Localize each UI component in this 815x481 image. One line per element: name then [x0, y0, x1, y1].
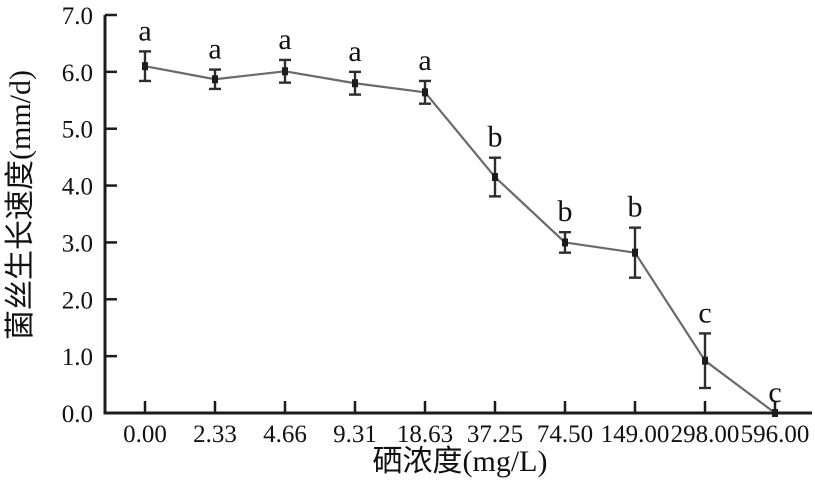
x-tick-label: 298.00: [671, 421, 740, 448]
significance-letter-label: c: [698, 296, 711, 329]
data-point-marker: [282, 67, 288, 76]
significance-letter-label: b: [488, 121, 503, 154]
x-tick-label: 9.31: [333, 421, 377, 448]
x-tick-label: 596.00: [741, 421, 810, 448]
data-point-marker: [142, 62, 148, 71]
x-tick-label: 0.00: [123, 421, 167, 448]
data-point-marker: [702, 356, 708, 365]
y-tick-label: 5.0: [62, 117, 93, 144]
y-tick-label: 1.0: [62, 344, 93, 371]
x-tick-label: 4.66: [263, 421, 307, 448]
x-tick-label: 37.25: [467, 421, 523, 448]
significance-letter-label: a: [138, 14, 151, 47]
y-tick-label: 3.0: [62, 230, 93, 257]
significance-letter-label: a: [348, 35, 361, 68]
data-point-marker: [632, 248, 638, 257]
significance-letter-label: a: [208, 33, 221, 66]
chart-generated-content: 0.0 1.0 2.0 3.0 4.0 5.0 6.0 7.0 0.00 2.33 4.66 9.31…: [62, 3, 812, 448]
data-point-marker: [562, 238, 568, 247]
significance-letter-label: b: [628, 191, 643, 224]
data-line: [144, 65, 776, 414]
data-point-marker: [352, 79, 358, 88]
y-tick-label: 6.0: [62, 60, 93, 87]
data-point-marker: [422, 88, 428, 97]
y-tick-label: 0.0: [62, 401, 93, 428]
significance-letter-label: a: [418, 44, 431, 77]
data-point-marker: [212, 75, 218, 84]
x-tick-label: 74.50: [537, 421, 593, 448]
y-axis-title: 菌丝生长速度(mm/d): [4, 70, 37, 340]
significance-letter-label: b: [558, 195, 573, 228]
data-point-marker: [492, 173, 498, 182]
y-tick-label: 2.0: [62, 287, 93, 314]
y-tick-label: 4.0: [62, 174, 93, 201]
y-tick-label: 7.0: [62, 3, 93, 30]
significance-letter-label: c: [768, 376, 781, 409]
x-axis-title: 硒浓度(mg/L): [373, 445, 548, 478]
x-tick-label: 149.00: [601, 421, 670, 448]
x-tick-label: 2.33: [193, 421, 237, 448]
significance-letter-label: a: [278, 23, 291, 56]
x-tick-label: 18.63: [397, 421, 453, 448]
data-point-marker: [772, 409, 778, 417]
